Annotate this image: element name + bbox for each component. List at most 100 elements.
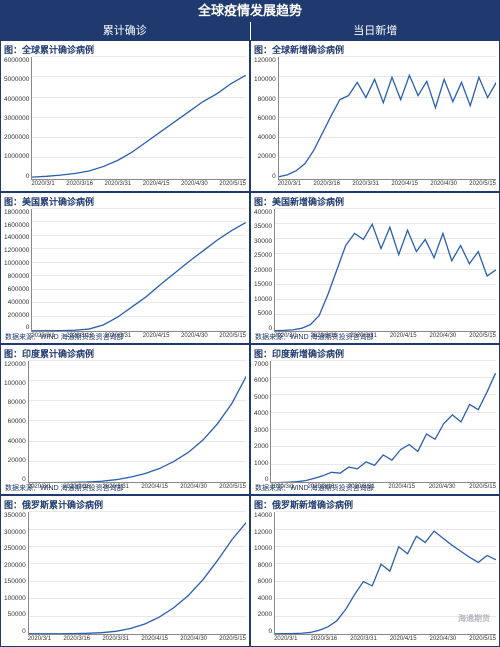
y-tick-label: 120000 [4,361,26,368]
x-tick-label: 2020/3/31 [102,636,129,645]
y-axis: 1800000160000014000001200000100000080000… [4,209,31,342]
x-tick-label: 2020/4/30 [181,333,208,342]
line-chart-svg [279,57,496,179]
plot [278,57,496,180]
x-tick-label: 2020/4/15 [388,484,415,493]
y-tick-label: 60000 [4,418,26,425]
x-tick-label: 2020/4/30 [430,333,457,342]
data-line [275,224,496,330]
subheader-right: 当日新增 [251,22,500,40]
y-tick-label: 1000 [254,460,268,467]
x-axis: 2020/3/12020/3/162020/3/312020/4/152020/… [31,180,246,190]
x-tick-label: 2020/4/30 [430,181,457,190]
y-tick-label: 7000 [254,361,268,368]
chart-area: 4000035000300002500020000150001000050000… [254,209,496,342]
y-tick-label: 4000 [254,410,268,417]
y-tick-label: 100000 [4,595,26,602]
x-axis: 2020/3/12020/3/162020/3/312020/4/152020/… [28,635,246,645]
x-tick-label: 2020/3/31 [350,636,377,645]
y-axis: 4000035000300002500020000150001000050000 [254,209,274,342]
chart-title: 图：俄罗斯累计确诊病例 [4,498,246,511]
x-tick-label: 2020/4/15 [390,636,417,645]
chart-area: 1200001000008000060000400002000002020/3/… [254,57,496,190]
chart-cell: 图：印度新增确诊病例700060005000400030002000100002… [250,344,500,496]
chart-title: 图：印度累计确诊病例 [4,347,246,360]
y-tick-label: 400000 [4,299,29,306]
chart-cell: 图：美国累计确诊病例180000016000001400000120000010… [0,192,250,344]
chart-area: 14000120001000080006000400020000海通期货2020… [254,512,496,645]
y-tick-label: 20000 [254,153,276,160]
data-line [32,75,246,177]
y-tick-label: 250000 [4,545,26,552]
y-tick-label: 6000000 [4,57,29,64]
line-chart-svg [29,361,246,483]
y-tick-label: 5000 [254,310,272,317]
x-tick-label: 2020/4/15 [141,484,168,493]
x-tick-label: 2020/4/30 [181,181,208,190]
y-tick-label: 1200000 [4,247,29,254]
x-tick-label: 2020/3/16 [310,636,337,645]
chart-cell: 图：美国新增确诊病例400003500030000250002000015000… [250,192,500,344]
y-tick-label: 1600000 [4,222,29,229]
x-tick-label: 2020/3/1 [274,636,297,645]
y-axis: 14000120001000080006000400020000 [254,512,274,645]
x-tick-label: 2020/4/30 [430,636,457,645]
chart-cell: 图：全球新增确诊病例120000100000800006000040000200… [250,40,500,192]
x-tick-label: 2020/3/16 [313,181,340,190]
x-tick-label: 2020/5/15 [469,636,496,645]
plot: 海通期货 [274,512,496,635]
y-tick-label: 4000000 [4,96,29,103]
y-tick-label: 20000 [254,267,272,274]
chart-area: 700060005000400030002000100002020/3/1202… [254,361,496,494]
y-tick-label: 4000 [254,595,272,602]
y-tick-label: 5000 [254,394,268,401]
chart-area: 6000000500000040000003000000200000010000… [4,57,246,190]
x-tick-label: 2020/4/15 [143,333,170,342]
data-line [279,75,496,176]
x-tick-label: 2020/4/15 [390,333,417,342]
y-tick-label: 10000 [254,545,272,552]
y-axis: 7000 6000 5000 4000 3000 2000 1000 0 [254,361,270,494]
page-title: 全球疫情发展趋势 [0,0,500,22]
y-tick-label: 30000 [254,238,272,245]
y-axis: 120000100000800006000040000200000 [4,361,28,494]
y-tick-label: 0 [254,628,272,635]
y-tick-label: 1000000 [4,260,29,267]
chart-area: 3500003000002500002000001500001000005000… [4,512,246,645]
x-tick-label: 2020/4/15 [141,636,168,645]
y-axis: 6000000500000040000003000000200000010000… [4,57,31,190]
y-tick-label: 100000 [254,76,276,83]
y-tick-label: 800000 [4,273,29,280]
x-tick-label: 2020/4/30 [180,484,207,493]
y-tick-label: 2000 [254,443,268,450]
x-tick-label: 2020/5/15 [469,333,496,342]
y-tick-label: 6000 [254,377,268,384]
y-tick-label: 200000 [4,312,29,319]
source-note: 数据来源：WIND 海通期货投资咨询部 [5,483,124,493]
chart-title: 图：全球累计确诊病例 [4,43,246,56]
data-line [29,376,246,483]
line-chart-svg [29,512,246,634]
y-tick-label: 2000000 [4,134,29,141]
chart-cell: 图：俄罗斯累计确诊病例35000030000025000020000015000… [0,495,250,647]
x-tick-label: 2020/5/15 [219,333,246,342]
x-tick-label: 2020/5/15 [469,181,496,190]
y-tick-label: 600000 [4,286,29,293]
y-tick-label: 2000 [254,611,272,618]
y-tick-label: 0 [4,173,29,180]
y-tick-label: 25000 [254,252,272,259]
x-tick-label: 2020/5/15 [219,181,246,190]
subheader-row: 累计确诊 当日新增 [0,22,500,40]
plot [31,209,246,332]
y-tick-label: 3000 [254,427,268,434]
y-tick-label: 0 [4,628,26,635]
chart-title: 图：美国累计确诊病例 [4,195,246,208]
y-tick-label: 0 [254,476,268,483]
plot [270,361,496,484]
y-tick-label: 200000 [4,562,26,569]
y-tick-label: 80000 [254,96,276,103]
chart-cell: 图：印度累计确诊病例120000100000800006000040000200… [0,344,250,496]
y-axis: 3500003000002500002000001500001000005000… [4,512,28,645]
line-chart-svg [271,361,496,483]
y-tick-label: 1400000 [4,234,29,241]
